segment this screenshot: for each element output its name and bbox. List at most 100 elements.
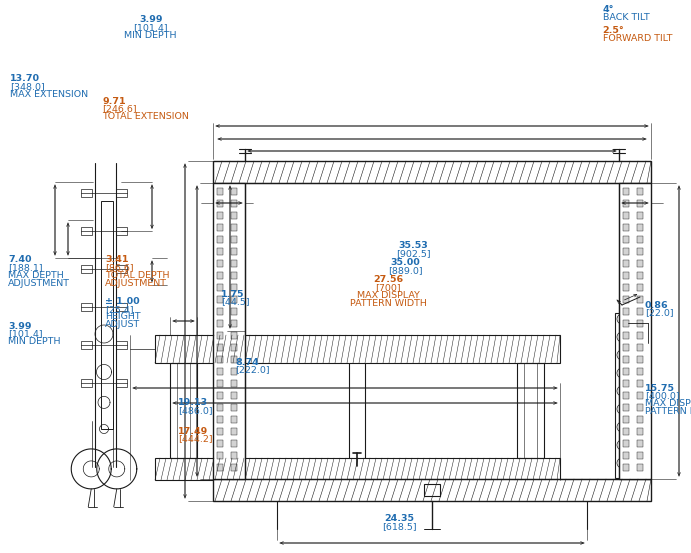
Circle shape bbox=[617, 440, 627, 450]
Text: 8.74: 8.74 bbox=[235, 358, 258, 367]
Text: ADJUSTMENT: ADJUSTMENT bbox=[8, 279, 70, 288]
Text: [902.5]: [902.5] bbox=[396, 249, 430, 258]
Text: MAX EXTENSION: MAX EXTENSION bbox=[10, 90, 88, 98]
Text: [44.5]: [44.5] bbox=[221, 298, 249, 306]
Bar bbox=[623, 188, 629, 195]
Circle shape bbox=[617, 350, 627, 360]
Text: [101.4]: [101.4] bbox=[8, 330, 43, 338]
Bar bbox=[217, 308, 223, 315]
Bar bbox=[217, 380, 223, 387]
Bar bbox=[637, 392, 643, 399]
Bar bbox=[637, 440, 643, 447]
Bar bbox=[115, 265, 127, 273]
Bar bbox=[637, 272, 643, 279]
Bar bbox=[637, 284, 643, 291]
Bar bbox=[213, 183, 245, 479]
Bar bbox=[217, 260, 223, 267]
Bar bbox=[637, 308, 643, 315]
Text: PATTERN HEIGHT: PATTERN HEIGHT bbox=[645, 407, 691, 416]
Bar bbox=[81, 304, 93, 311]
Text: 35.53: 35.53 bbox=[398, 241, 428, 250]
Bar bbox=[217, 452, 223, 459]
Text: 24.35: 24.35 bbox=[384, 514, 415, 523]
Bar bbox=[623, 308, 629, 315]
Text: HEIGHT: HEIGHT bbox=[105, 312, 141, 321]
Text: [444.2]: [444.2] bbox=[178, 435, 213, 444]
Text: TOTAL DEPTH: TOTAL DEPTH bbox=[105, 271, 169, 280]
Circle shape bbox=[617, 458, 627, 468]
Bar bbox=[115, 341, 127, 349]
Text: 17.49: 17.49 bbox=[178, 427, 209, 436]
Bar bbox=[231, 368, 237, 375]
Bar bbox=[231, 320, 237, 327]
Bar bbox=[155, 335, 560, 363]
Bar bbox=[637, 416, 643, 423]
Text: FORWARD TILT: FORWARD TILT bbox=[603, 34, 672, 43]
Bar bbox=[637, 332, 643, 339]
Text: [246.6]: [246.6] bbox=[102, 105, 137, 113]
Bar bbox=[217, 284, 223, 291]
Bar bbox=[637, 200, 643, 207]
Bar bbox=[217, 404, 223, 411]
Bar bbox=[231, 248, 237, 255]
Bar bbox=[217, 392, 223, 399]
Bar bbox=[623, 416, 629, 423]
Bar bbox=[231, 428, 237, 435]
Text: [348.0]: [348.0] bbox=[10, 82, 45, 91]
Bar bbox=[637, 248, 643, 255]
Bar bbox=[231, 212, 237, 219]
Circle shape bbox=[617, 332, 627, 342]
Bar bbox=[231, 440, 237, 447]
Bar bbox=[231, 224, 237, 231]
Bar bbox=[615, 313, 628, 478]
Bar bbox=[217, 236, 223, 243]
Bar bbox=[623, 404, 629, 411]
Bar bbox=[637, 212, 643, 219]
Bar bbox=[231, 452, 237, 459]
Bar bbox=[217, 200, 223, 207]
Text: MAX DISPLAY: MAX DISPLAY bbox=[357, 291, 419, 300]
Text: 35.00: 35.00 bbox=[390, 258, 421, 267]
Bar bbox=[217, 188, 223, 195]
Text: 3.99: 3.99 bbox=[139, 15, 162, 24]
Bar bbox=[217, 356, 223, 363]
Text: MAX DISPLAY: MAX DISPLAY bbox=[645, 399, 691, 408]
Bar bbox=[623, 344, 629, 351]
Bar bbox=[217, 272, 223, 279]
Bar bbox=[623, 380, 629, 387]
Bar bbox=[623, 332, 629, 339]
Text: 2.5°: 2.5° bbox=[603, 27, 624, 35]
Bar bbox=[217, 440, 223, 447]
Bar bbox=[217, 464, 223, 471]
Bar bbox=[217, 428, 223, 435]
Bar bbox=[623, 428, 629, 435]
Bar bbox=[115, 227, 127, 236]
Bar bbox=[231, 404, 237, 411]
Text: ADJUSTMENT: ADJUSTMENT bbox=[105, 279, 167, 288]
Bar bbox=[231, 464, 237, 471]
Bar bbox=[217, 224, 223, 231]
Bar bbox=[637, 224, 643, 231]
Bar bbox=[637, 464, 643, 471]
Bar bbox=[231, 308, 237, 315]
Bar bbox=[231, 260, 237, 267]
Bar bbox=[115, 304, 127, 311]
Text: [101.4]: [101.4] bbox=[133, 23, 168, 32]
Circle shape bbox=[617, 422, 627, 432]
Bar bbox=[637, 368, 643, 375]
Text: [400.0]: [400.0] bbox=[645, 392, 679, 400]
Bar bbox=[231, 332, 237, 339]
Bar bbox=[81, 227, 93, 236]
Bar bbox=[231, 200, 237, 207]
Bar bbox=[81, 265, 93, 273]
Text: 3.99: 3.99 bbox=[8, 322, 32, 331]
Text: 7.40: 7.40 bbox=[8, 255, 32, 264]
Bar bbox=[231, 188, 237, 195]
Bar bbox=[155, 458, 560, 480]
Bar bbox=[637, 404, 643, 411]
Text: [188.1]: [188.1] bbox=[8, 263, 43, 272]
Bar bbox=[231, 284, 237, 291]
Text: MAX DEPTH: MAX DEPTH bbox=[8, 271, 64, 280]
Text: [486.0]: [486.0] bbox=[178, 406, 213, 415]
Text: 9.71: 9.71 bbox=[102, 97, 126, 106]
